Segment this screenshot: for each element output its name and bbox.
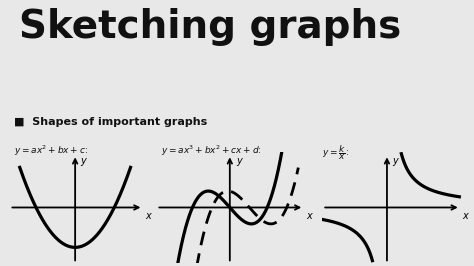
Text: $y = ax^3 + bx^2 + cx + d$:: $y = ax^3 + bx^2 + cx + d$: [161, 144, 262, 158]
Text: y: y [236, 156, 242, 166]
Text: x: x [306, 211, 311, 221]
Text: ■  Shapes of important graphs: ■ Shapes of important graphs [14, 117, 208, 127]
Text: x: x [462, 211, 468, 221]
Text: y: y [392, 156, 398, 166]
Text: $y = \dfrac{k}{x}$:: $y = \dfrac{k}{x}$: [322, 144, 349, 163]
Text: x: x [145, 211, 151, 221]
Text: Sketching graphs: Sketching graphs [19, 8, 401, 46]
Text: $y = ax^2 + bx + c$:: $y = ax^2 + bx + c$: [14, 144, 88, 158]
Text: y: y [81, 156, 86, 166]
